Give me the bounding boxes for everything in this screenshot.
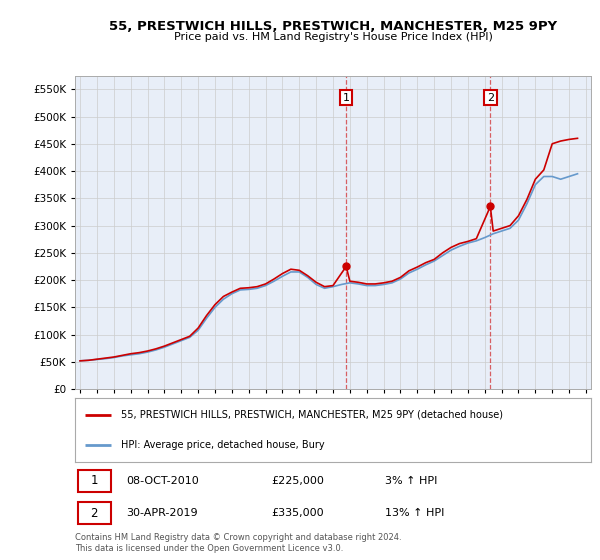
FancyBboxPatch shape (77, 502, 111, 524)
Text: 1: 1 (343, 92, 350, 102)
Text: Price paid vs. HM Land Registry's House Price Index (HPI): Price paid vs. HM Land Registry's House … (173, 32, 493, 42)
Text: £335,000: £335,000 (271, 508, 324, 518)
Text: 3% ↑ HPI: 3% ↑ HPI (385, 476, 437, 486)
Text: 55, PRESTWICH HILLS, PRESTWICH, MANCHESTER, M25 9PY: 55, PRESTWICH HILLS, PRESTWICH, MANCHEST… (109, 20, 557, 32)
Text: Contains HM Land Registry data © Crown copyright and database right 2024.
This d: Contains HM Land Registry data © Crown c… (75, 533, 401, 553)
Text: 30-APR-2019: 30-APR-2019 (127, 508, 198, 518)
Text: 2: 2 (487, 92, 494, 102)
Text: HPI: Average price, detached house, Bury: HPI: Average price, detached house, Bury (121, 440, 325, 450)
Text: £225,000: £225,000 (271, 476, 324, 486)
Text: 13% ↑ HPI: 13% ↑ HPI (385, 508, 444, 518)
FancyBboxPatch shape (77, 470, 111, 492)
Text: 1: 1 (91, 474, 98, 487)
Text: 08-OCT-2010: 08-OCT-2010 (127, 476, 199, 486)
Text: 55, PRESTWICH HILLS, PRESTWICH, MANCHESTER, M25 9PY (detached house): 55, PRESTWICH HILLS, PRESTWICH, MANCHEST… (121, 410, 503, 420)
Text: 2: 2 (91, 507, 98, 520)
